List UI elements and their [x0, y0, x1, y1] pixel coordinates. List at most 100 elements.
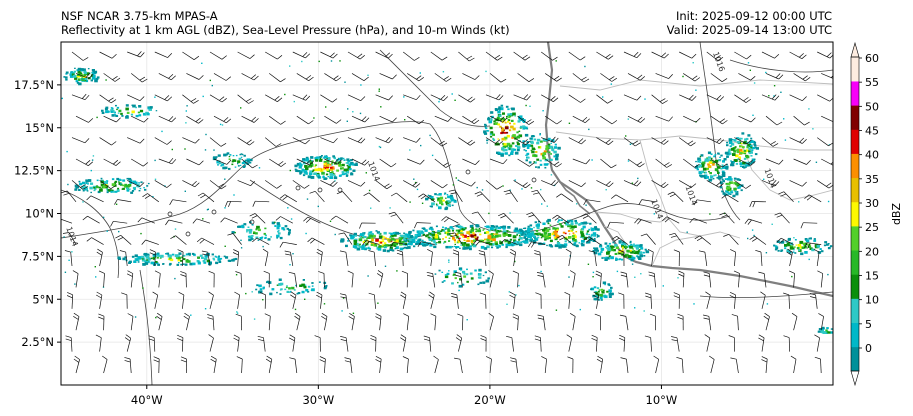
reflectivity-cell	[709, 178, 713, 181]
reflectivity-cell	[701, 170, 705, 174]
reflectivity-cell	[133, 188, 136, 191]
reflectivity-cell	[349, 168, 352, 171]
wind-barb	[552, 214, 569, 224]
reflectivity-cell	[183, 255, 186, 257]
reflectivity-cell	[505, 145, 508, 148]
reflectivity-cell	[584, 65, 586, 68]
reflectivity-cell	[416, 230, 421, 234]
reflectivity-cell	[106, 191, 109, 194]
reflectivity-cell	[460, 269, 462, 271]
reflectivity-cell	[385, 244, 389, 247]
reflectivity-cell	[350, 159, 353, 162]
reflectivity-cell	[203, 257, 208, 261]
reflectivity-cell	[224, 178, 226, 180]
reflectivity-cell	[73, 70, 76, 73]
reflectivity-cell	[754, 146, 757, 149]
reflectivity-cell	[508, 154, 511, 157]
wind-barb	[324, 158, 342, 165]
reflectivity-cell	[702, 161, 706, 165]
reflectivity-cell	[597, 296, 599, 298]
reflectivity-cell	[344, 81, 346, 83]
reflectivity-cell	[594, 290, 598, 293]
reflectivity-cell	[606, 251, 610, 255]
reflectivity-cell	[420, 144, 422, 147]
reflectivity-cell	[231, 258, 235, 262]
reflectivity-cell	[256, 284, 259, 287]
wind-barb	[347, 94, 366, 102]
reflectivity-cell	[347, 240, 350, 242]
init-time: Init: 2025-09-12 00:00 UTC	[676, 9, 832, 23]
wind-barb	[644, 335, 652, 352]
reflectivity-cell	[130, 191, 134, 194]
reflectivity-cell	[432, 198, 435, 200]
reflectivity-cell	[446, 272, 450, 275]
reflectivity-cell	[733, 177, 737, 180]
reflectivity-cell	[445, 207, 449, 210]
reflectivity-cell	[89, 186, 93, 190]
reflectivity-cell	[82, 201, 84, 203]
reflectivity-cell	[751, 161, 754, 163]
reflectivity-cell	[556, 231, 558, 233]
colorbar-tick-label: 15	[865, 270, 879, 283]
reflectivity-cell	[246, 231, 248, 233]
wind-barb	[209, 180, 227, 190]
reflectivity-cell	[570, 220, 574, 223]
wind-barb	[316, 291, 323, 309]
reflectivity-cell	[714, 168, 719, 172]
reflectivity-cell	[754, 141, 757, 144]
reflectivity-cell	[114, 111, 116, 113]
reflectivity-cell	[296, 292, 299, 295]
title-right: Init: 2025-09-12 00:00 UTC Valid: 2025-0…	[667, 9, 832, 37]
reflectivity-cell	[96, 186, 99, 189]
reflectivity-cell	[144, 188, 147, 191]
wind-barb	[186, 158, 204, 166]
reflectivity-cell	[305, 173, 308, 175]
reflectivity-cell	[436, 231, 441, 235]
reflectivity-cell	[157, 263, 160, 266]
reflectivity-cell	[243, 223, 247, 226]
reflectivity-cell	[295, 169, 299, 172]
reflectivity-cell	[309, 165, 312, 168]
reflectivity-cell	[425, 235, 428, 238]
wind-barb	[71, 51, 89, 61]
reflectivity-cell	[603, 257, 605, 259]
wind-barb	[537, 314, 546, 331]
wind-barb	[73, 355, 80, 374]
wind-barb	[434, 158, 452, 168]
reflectivity-cell	[736, 191, 739, 193]
reflectivity-cell	[437, 198, 440, 200]
reflectivity-cell	[474, 238, 479, 241]
reflectivity-cell	[111, 178, 115, 181]
wind-barb	[721, 194, 739, 203]
reflectivity-cell	[514, 138, 516, 140]
reflectivity-cell	[662, 285, 664, 287]
reflectivity-cell	[352, 312, 355, 314]
wind-barb	[423, 335, 432, 352]
reflectivity-cell	[166, 252, 170, 255]
wind-barb	[595, 270, 602, 288]
reflectivity-cell	[264, 237, 267, 239]
wind-barb	[390, 241, 408, 248]
reflectivity-cell	[307, 290, 310, 293]
wind-barb	[734, 94, 752, 103]
colorbar-frame	[850, 56, 860, 372]
reflectivity-cell	[716, 170, 719, 173]
reflectivity-cell	[522, 145, 526, 148]
wind-barb	[653, 355, 660, 374]
reflectivity-cell	[526, 239, 529, 242]
wind-barb	[99, 180, 117, 189]
reflectivity-cell	[234, 257, 238, 260]
wind-barb	[489, 158, 508, 165]
reflectivity-cell	[466, 273, 469, 276]
reflectivity-cell	[115, 115, 119, 117]
reflectivity-cell	[518, 228, 523, 232]
reflectivity-cell	[155, 110, 158, 112]
reflectivity-cell	[704, 171, 707, 174]
reflectivity-cell	[454, 199, 457, 202]
reflectivity-cell	[490, 135, 493, 138]
wind-barb	[208, 291, 214, 309]
reflectivity-cell	[286, 290, 290, 293]
wind-barb	[237, 51, 255, 59]
reflectivity-cell	[193, 253, 196, 256]
reflectivity-cell	[713, 174, 716, 177]
